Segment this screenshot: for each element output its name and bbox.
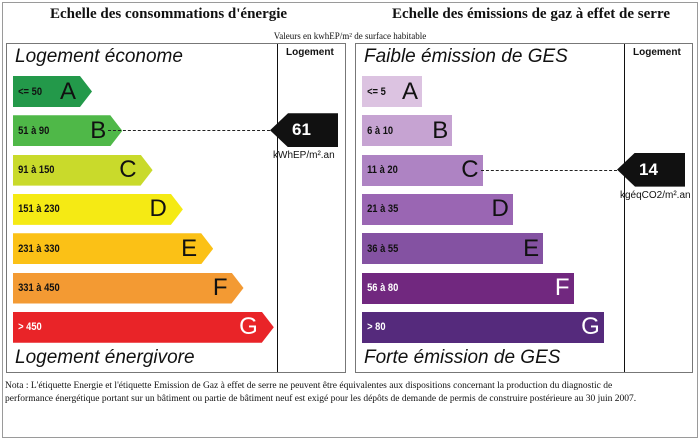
class-range: > 80 (367, 321, 386, 334)
energy-class-b: 51 à 90 B (13, 115, 123, 147)
class-letter: G (239, 313, 258, 341)
energy-class-e: 231 à 330 E (13, 233, 214, 265)
energy-divider (277, 44, 278, 372)
ges-class-a: <= 5 A (362, 76, 422, 107)
class-letter: E (523, 234, 540, 262)
energy-value-pointer: 61 (270, 113, 338, 148)
class-range: 56 à 80 (367, 282, 399, 294)
energy-unit: kWhEP/m².an (273, 150, 335, 162)
class-letter: E (181, 234, 198, 262)
class-range: <= 5 (367, 85, 386, 98)
ges-value: 14 (639, 159, 658, 179)
class-range: 36 à 55 (367, 242, 399, 255)
class-letter: A (59, 77, 76, 105)
class-range: 91 à 150 (18, 164, 55, 177)
class-range: 231 à 330 (18, 242, 60, 255)
class-range: 21 à 35 (367, 203, 399, 216)
energy-class-g: > 450 G (13, 311, 274, 343)
class-letter: C (119, 156, 137, 184)
class-letter: C (461, 156, 479, 184)
energy-bottom-label: Logement énergivore (15, 347, 195, 368)
class-letter: A (401, 77, 418, 105)
energy-panel: Logement Logement économe Logement énerg… (6, 43, 346, 373)
ges-top-label: Faible émission de GES (364, 46, 568, 67)
class-range: 6 à 10 (367, 124, 394, 137)
class-letter: B (90, 116, 107, 144)
energy-class-c: 91 à 150 C (13, 154, 153, 186)
energy-class-a: <= 50 A (13, 76, 92, 107)
class-range: 151 à 230 (18, 203, 60, 216)
class-range: 331 à 450 (18, 282, 60, 294)
ges-class-f: 56 à 80 F (362, 272, 574, 304)
energy-class-f: 331 à 450 F (13, 272, 244, 304)
ges-panel: Logement Faible émission de GES Forte ém… (355, 43, 693, 373)
units-subtitle: Valeurs en kwhEP/m² de surface habitable (273, 31, 427, 41)
ges-indicator-line (480, 169, 617, 171)
class-letter: B (432, 116, 449, 144)
class-letter: D (149, 195, 167, 223)
energy-value: 61 (292, 120, 311, 140)
energy-class-d: 151 à 230 D (13, 193, 183, 225)
energy-heading: Echelle des consommations d'énergie (50, 6, 288, 22)
footnote: Nota : L'étiquette Energie et l'étiquett… (5, 381, 637, 404)
energy-indicator-line (108, 130, 270, 132)
ges-class-b: 6 à 10 B (362, 115, 453, 147)
class-range: > 450 (18, 321, 42, 334)
ges-class-c: 11 à 20 C (362, 154, 483, 186)
class-range: 11 à 20 (367, 164, 398, 177)
energy-column-label: Logement (286, 47, 334, 58)
ges-heading: Echelle des émissions de gaz à effet de … (392, 6, 670, 22)
class-letter: F (212, 274, 228, 301)
ges-column-label: Logement (633, 47, 681, 58)
class-letter: D (491, 195, 509, 223)
energy-top-label: Logement économe (15, 46, 183, 67)
ges-bottom-label: Forte émission de GES (364, 347, 561, 368)
ges-divider (624, 44, 625, 372)
class-letter: G (581, 313, 600, 341)
ges-class-e: 36 à 55 E (362, 233, 544, 265)
ges-class-g: > 80 G (362, 311, 604, 343)
class-range: <= 50 (18, 85, 43, 98)
class-letter: F (554, 274, 570, 301)
ges-value-pointer: 14 (617, 152, 685, 187)
ges-unit: kgéqCO2/m².an (620, 189, 691, 201)
ges-class-d: 21 à 35 D (362, 193, 513, 225)
class-range: 51 à 90 (18, 124, 50, 137)
